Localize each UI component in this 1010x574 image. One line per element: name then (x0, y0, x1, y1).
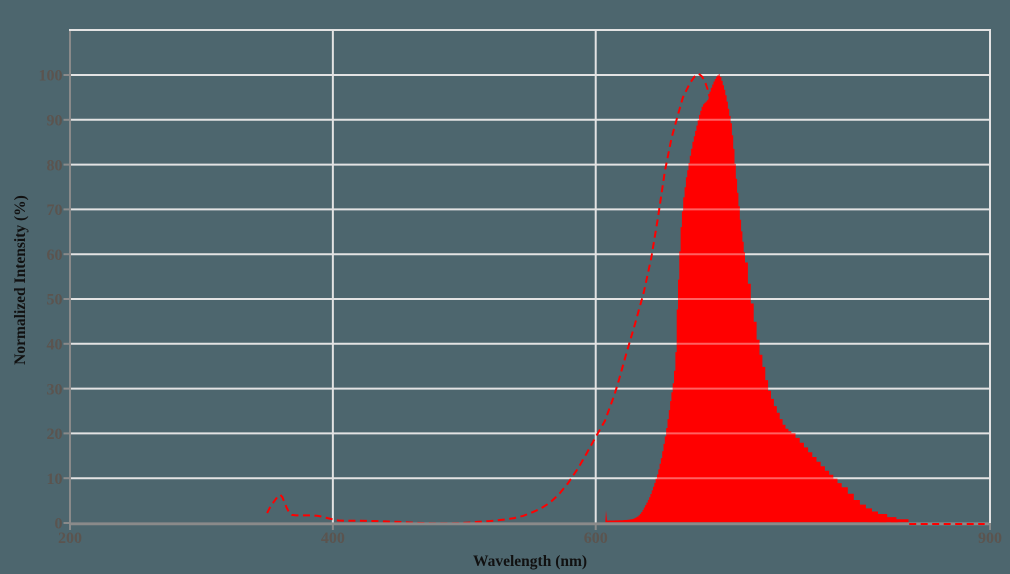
svg-text:200: 200 (58, 530, 82, 547)
svg-text:600: 600 (584, 530, 608, 547)
svg-text:Wavelength (nm): Wavelength (nm) (473, 553, 587, 570)
svg-text:80: 80 (47, 157, 63, 174)
svg-text:40: 40 (47, 337, 63, 354)
svg-text:Normalized Intensity (%): Normalized Intensity (%) (12, 195, 29, 365)
svg-text:20: 20 (47, 426, 63, 443)
svg-text:60: 60 (47, 247, 63, 264)
svg-text:90: 90 (47, 113, 63, 130)
svg-text:0: 0 (55, 516, 63, 533)
svg-text:900: 900 (978, 530, 1002, 547)
svg-text:30: 30 (47, 381, 63, 398)
svg-text:70: 70 (47, 202, 63, 219)
svg-text:100: 100 (39, 68, 63, 85)
svg-text:10: 10 (47, 471, 63, 488)
svg-text:400: 400 (321, 530, 345, 547)
svg-text:50: 50 (47, 292, 63, 309)
